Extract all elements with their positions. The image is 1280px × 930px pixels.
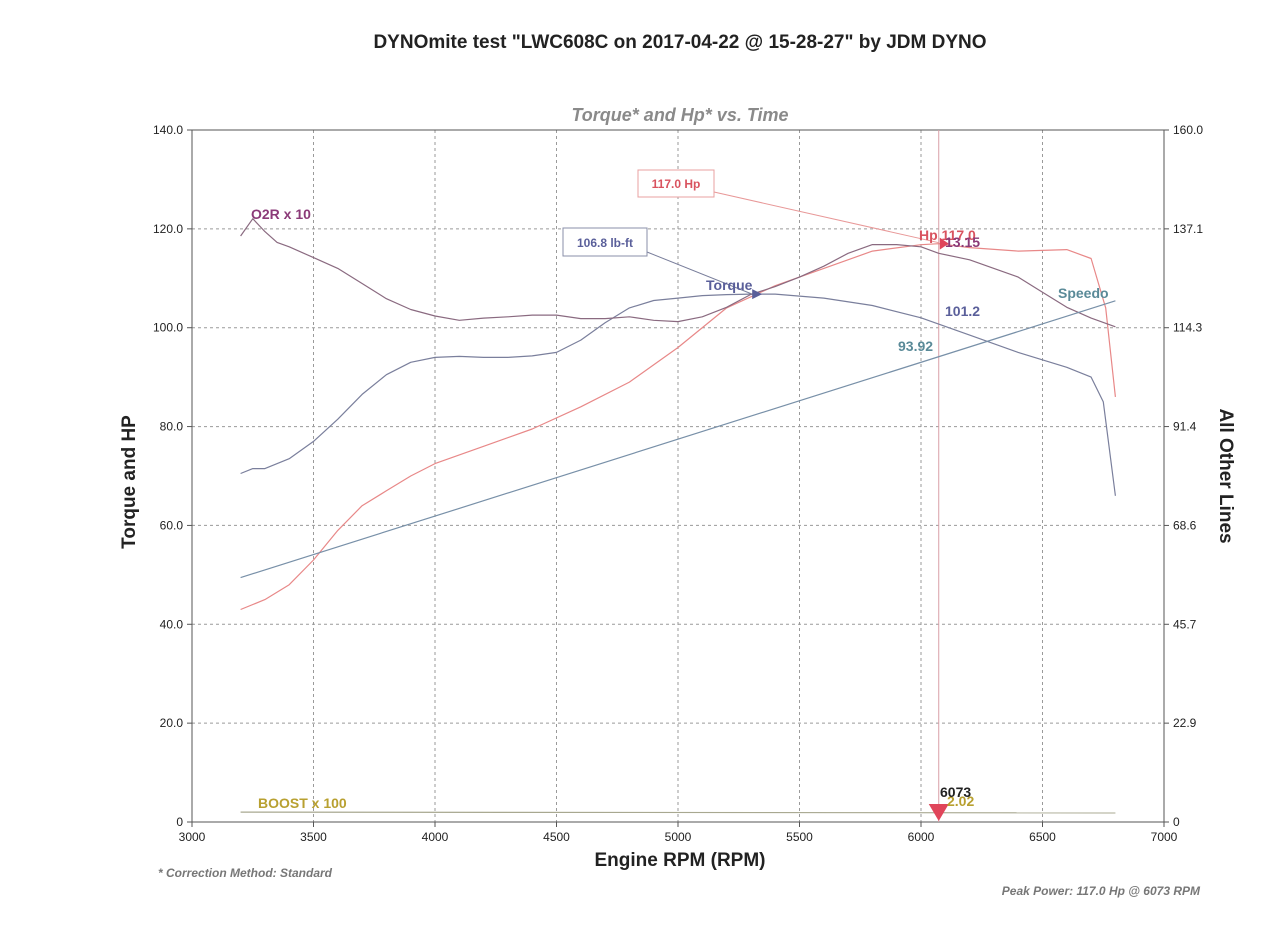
peak-power-footnote: Peak Power: 117.0 Hp @ 6073 RPM — [1002, 884, 1201, 898]
torque-callout-box — [562, 227, 648, 257]
y-left-tick-label: 40.0 — [160, 617, 184, 631]
speedo-line — [240, 300, 1116, 579]
torque-value: 101.2 — [945, 303, 980, 319]
y-left-tick-label: 20.0 — [160, 716, 184, 730]
x-tick-label: 6500 — [1029, 830, 1056, 844]
torque-peak-marker — [752, 289, 763, 300]
rpm-cursor-marker — [928, 804, 949, 821]
y-right-tick-label: 0 — [1173, 815, 1180, 829]
speedo-value: 93.92 — [898, 338, 933, 354]
x-tick-label: 4500 — [543, 830, 570, 844]
x-tick-label: 3000 — [179, 830, 206, 844]
x-tick-label: 5000 — [665, 830, 692, 844]
hp-label: Hp 117.0 — [919, 227, 976, 243]
grid-lines — [192, 130, 1164, 822]
y-left-tick-label: 0 — [176, 815, 183, 829]
chart-subtitle: Torque* and Hp* vs. Time — [571, 105, 788, 125]
y-left-tick-label: 140.0 — [153, 123, 183, 137]
y-right-tick-label: 22.9 — [1173, 716, 1197, 730]
chart-title: DYNOmite test "LWC608C on 2017-04-22 @ 1… — [373, 32, 986, 53]
o2r-label: O2R x 10 — [251, 206, 311, 222]
boost-value: 2.02 — [947, 793, 974, 809]
torque-line — [240, 293, 1116, 496]
x-tick-label: 3500 — [300, 830, 327, 844]
y-left-tick-label: 120.0 — [153, 222, 183, 236]
torque-callout-leader — [646, 251, 753, 295]
hp-peak-marker — [939, 237, 949, 250]
o2r-value: 13.15 — [945, 234, 980, 250]
rpm-marker-value: 6073 — [940, 784, 971, 800]
y-left-tick-label: 60.0 — [160, 518, 184, 532]
y-right-tick-label: 114.3 — [1173, 321, 1202, 335]
hp-line — [240, 243, 1116, 611]
correction-footnote: * Correction Method: Standard — [158, 866, 333, 880]
y-right-tick-label: 160.0 — [1173, 123, 1203, 137]
x-tick-label: 6000 — [908, 830, 935, 844]
y-left-tick-label: 80.0 — [160, 420, 184, 434]
x-tick-label: 4000 — [422, 830, 449, 844]
x-tick-label: 7000 — [1151, 830, 1178, 844]
hp-callout-leader — [713, 191, 939, 244]
speedo-label: Speedo — [1058, 285, 1109, 301]
y-left-tick-label: 100.0 — [153, 321, 183, 335]
boost-x-100-line — [240, 811, 1116, 814]
hp-callout-text: 117.0 Hp — [652, 177, 701, 191]
torque-callout-text: 106.8 lb-ft — [577, 236, 633, 250]
x-axis-title: Engine RPM (RPM) — [595, 850, 766, 871]
y-right-tick-label: 45.7 — [1173, 617, 1197, 631]
hp-callout-box — [637, 169, 715, 198]
boost-label: BOOST x 100 — [258, 795, 347, 811]
series-lines — [240, 218, 1116, 814]
y-right-tick-label: 68.6 — [1173, 518, 1197, 532]
axis-ticks: 3000 3500 4000 4500 5000 5500 6000 6500 7000020.… — [153, 123, 1203, 844]
y-right-tick-label: 137.1 — [1173, 222, 1203, 236]
y-left-axis-title: Torque and HP — [119, 415, 140, 549]
y-right-axis-title: All Other Lines — [1215, 408, 1236, 543]
torque-label: Torque — [706, 277, 753, 293]
y-right-tick-label: 91.4 — [1173, 420, 1197, 434]
x-tick-label: 5500 — [786, 830, 813, 844]
o2r-x-10-line — [240, 218, 1116, 328]
